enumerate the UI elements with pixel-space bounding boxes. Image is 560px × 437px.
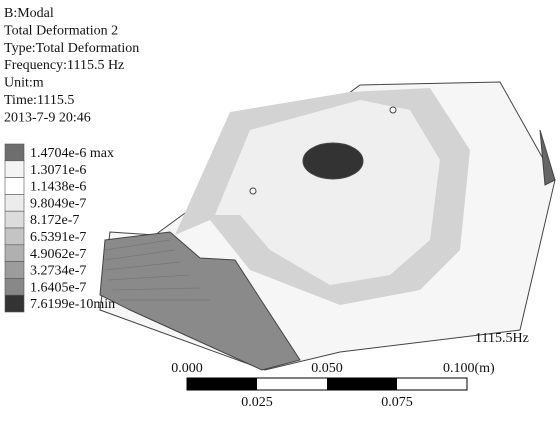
- legend-swatch: [4, 177, 25, 195]
- legend-label: 1.3071e-6: [30, 163, 86, 178]
- legend-label: 1.1438e-6: [30, 180, 86, 195]
- header-line: Unit:m: [4, 76, 44, 91]
- legend-label: 1.4704e-6 max: [30, 146, 114, 161]
- header-line: Frequency:1115.5 Hz: [4, 58, 124, 73]
- legend-label: 4.9062e-7: [30, 247, 86, 262]
- scale-bar: [186, 377, 468, 391]
- scale-label: 0.025: [241, 395, 273, 410]
- scale-label: 0.075: [381, 395, 413, 410]
- legend-swatch: [4, 227, 25, 246]
- scale-label: 0.100(m): [443, 361, 495, 376]
- model: [99, 81, 556, 371]
- legend-swatch: [4, 210, 25, 229]
- legend: 1.4704e-6 max 1.3071e-6 1.1438e-69.8049e-7…: [4, 143, 115, 313]
- header-line: Type:Total Deformation: [4, 41, 139, 56]
- legend-swatch: [4, 244, 25, 262]
- header-line: Total Deformation 2: [4, 23, 118, 38]
- legend-swatch: [4, 278, 25, 296]
- legend-label: 6.5391e-7: [30, 230, 86, 245]
- header-line: B:Modal: [4, 6, 54, 21]
- scale-label: 0.000: [171, 361, 203, 376]
- legend-label: 7.6199e-10min: [30, 297, 115, 312]
- legend-swatch: [4, 143, 25, 162]
- header: B:Modal Total Deformation 2 Type:Total Def…: [4, 6, 139, 125]
- frequency-label: 1115.5Hz: [475, 331, 529, 346]
- legend-swatch: [4, 160, 25, 178]
- legend-swatch: [4, 294, 25, 313]
- legend-label: 9.8049e-7: [30, 196, 86, 211]
- legend-label: 3.2734e-7: [30, 264, 86, 279]
- header-line: Time:1115.5: [4, 93, 74, 108]
- header-line: 2013-7-9 20:46: [4, 110, 91, 125]
- legend-label: 8.172e-7: [30, 213, 79, 228]
- legend-label: 1.6405e-7: [30, 280, 86, 295]
- scale-label: 0.050: [311, 361, 343, 376]
- legend-swatch: [4, 261, 25, 279]
- legend-swatch: [4, 194, 25, 212]
